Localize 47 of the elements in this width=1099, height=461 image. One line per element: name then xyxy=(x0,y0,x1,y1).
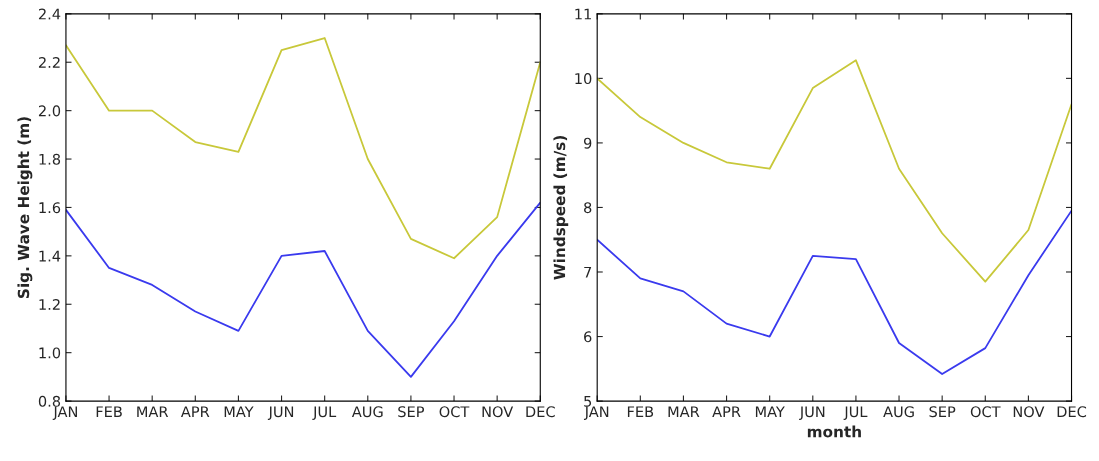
x-tick-label: MAR xyxy=(668,406,700,418)
x-tick-label: MAY xyxy=(755,406,785,418)
y-tick-label: 7 xyxy=(584,266,592,278)
x-tick-label: APR xyxy=(180,406,210,418)
y-tick-label: 1.4 xyxy=(39,250,61,262)
x-tick-label: OCT xyxy=(439,406,470,418)
x-tick-label: SEP xyxy=(929,406,956,418)
line-series xyxy=(65,201,541,378)
x-tick-label: JUN xyxy=(799,406,825,420)
y-tick-label: 1.0 xyxy=(39,347,61,359)
x-tick-label: APR xyxy=(712,406,741,418)
x-tick-label: JUL xyxy=(312,406,337,420)
x-tick-label: DEC xyxy=(1057,406,1087,418)
y-tick-label: 5 xyxy=(584,395,592,407)
y-tick-label: 9 xyxy=(583,137,592,149)
x-tick-label: JAN xyxy=(52,406,77,420)
y-tick-label: 6 xyxy=(584,331,592,343)
x-tick-label: JUN xyxy=(267,406,294,420)
x-tick-label: SEP xyxy=(398,406,425,418)
y-axis-title: Sig. Wave Height (m) xyxy=(17,117,33,298)
y-tick-label: 10 xyxy=(575,73,592,85)
y-tick-label: 1.2 xyxy=(39,298,60,310)
y-tick-label: 1.6 xyxy=(39,202,61,214)
x-tick-label: DEC xyxy=(526,406,555,418)
x-tick-label: FEB xyxy=(96,406,122,418)
x-tick-label: JAN xyxy=(583,406,609,420)
x-tick-label: MAR xyxy=(137,406,169,418)
y-tick-label: 11 xyxy=(575,8,591,20)
line-series xyxy=(597,209,1072,375)
line-series xyxy=(597,59,1072,283)
x-tick-label: AUG xyxy=(351,406,383,418)
x-tick-label: MAY xyxy=(224,406,254,418)
x-tick-label: AUG xyxy=(883,406,914,418)
y-tick-label: 2.0 xyxy=(38,105,61,117)
x-tick-label: OCT xyxy=(970,406,1001,418)
y-tick-label: 0.8 xyxy=(38,395,61,407)
x-axis-title: month xyxy=(807,425,861,438)
x-tick-label: JUL xyxy=(843,406,868,420)
y-tick-label: 8 xyxy=(584,202,592,214)
x-tick-label: FEB xyxy=(627,406,654,418)
y-tick-label: 2.2 xyxy=(38,56,60,68)
x-tick-label: NOV xyxy=(482,406,514,418)
line-series xyxy=(65,37,541,260)
y-axis-title: Windspeed (m/s) xyxy=(553,136,569,280)
y-tick-label: 1.8 xyxy=(39,153,61,165)
x-tick-label: NOV xyxy=(1013,406,1045,418)
y-tick-label: 2.4 xyxy=(38,8,61,20)
